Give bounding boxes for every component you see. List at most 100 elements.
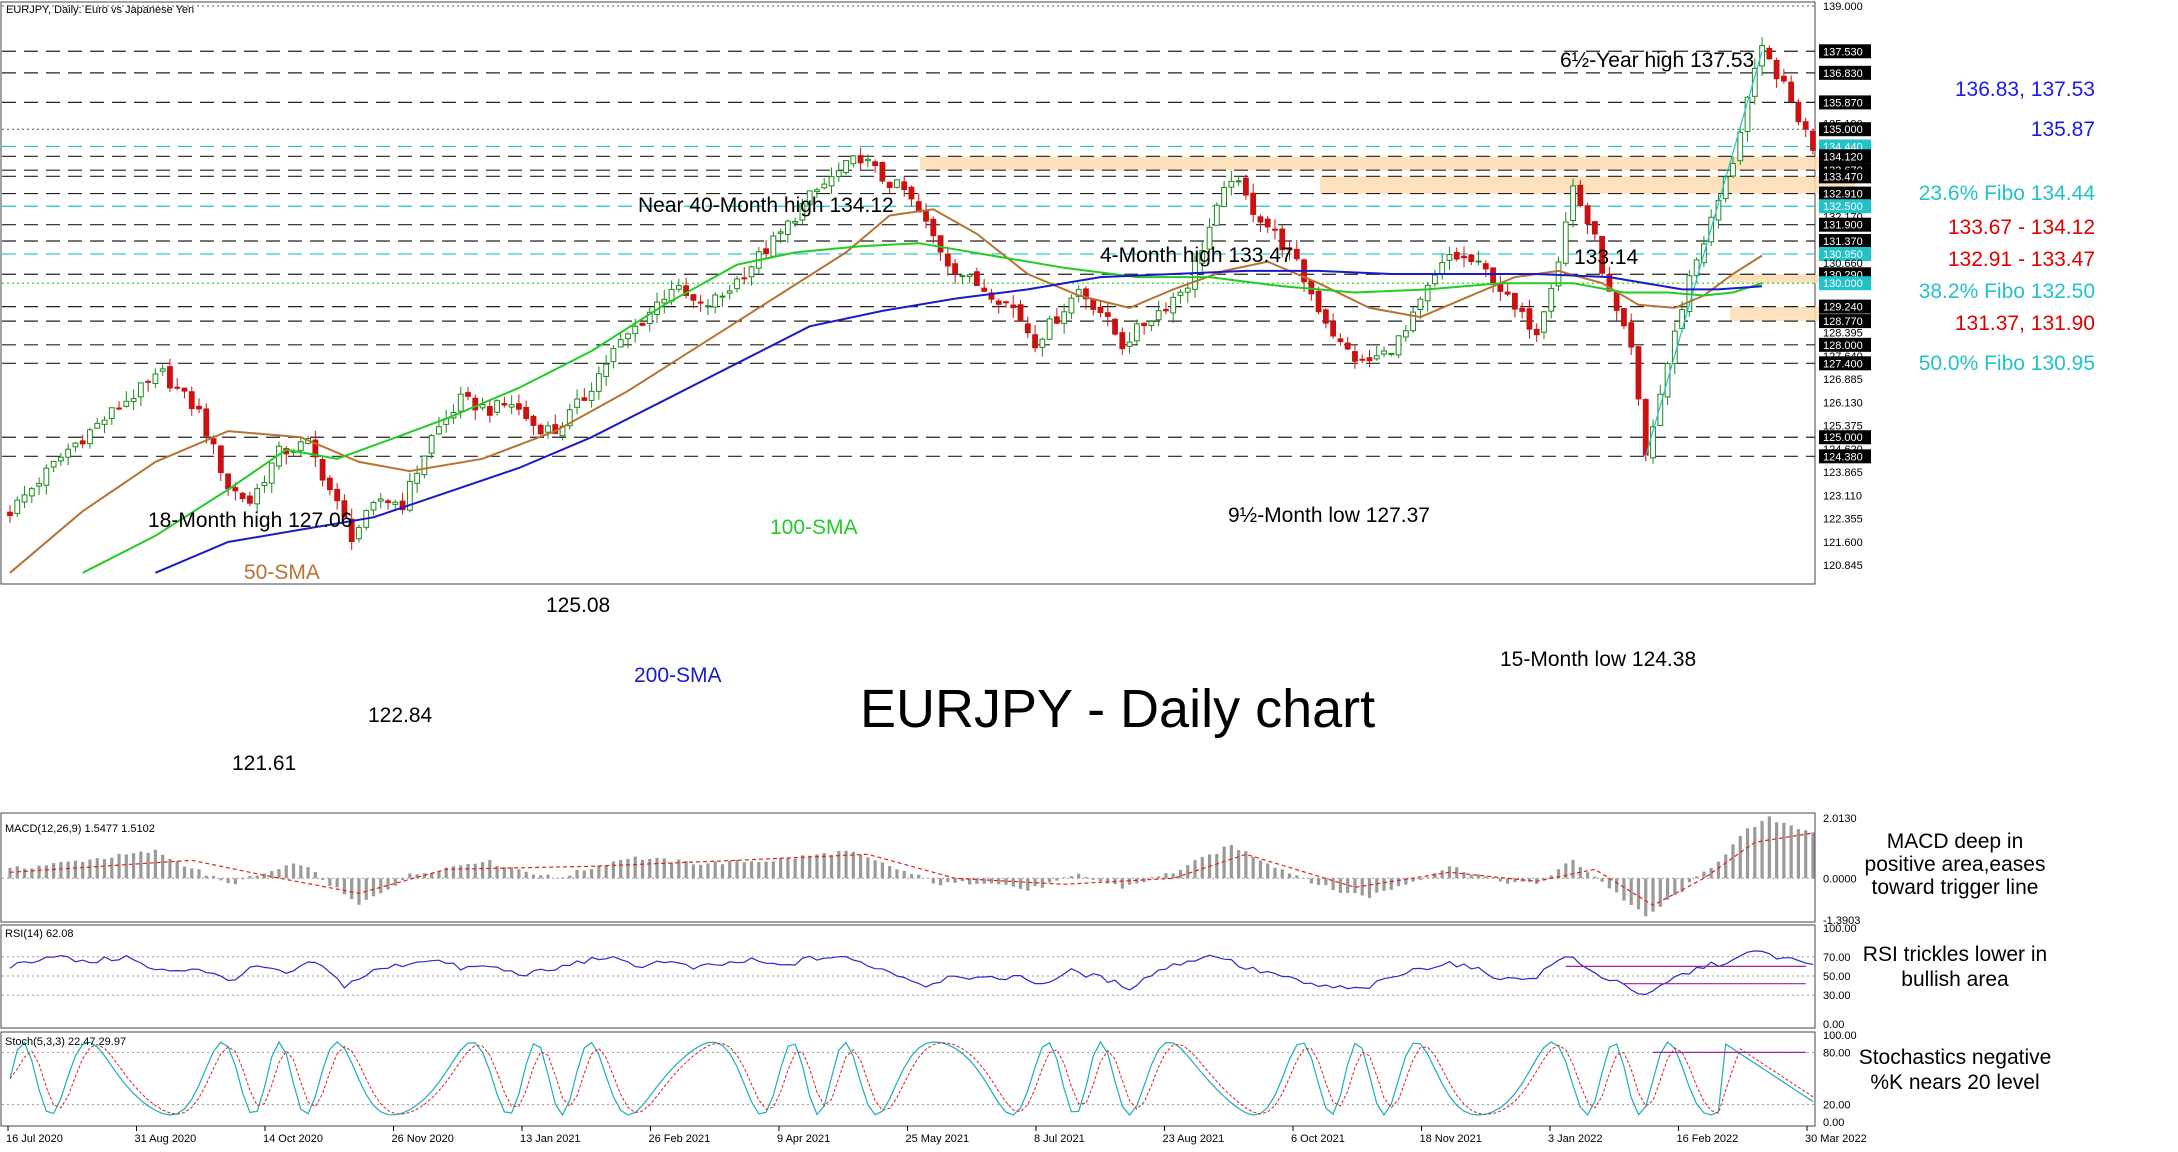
macd-histogram-bar (81, 862, 84, 878)
macd-histogram-bar (1179, 870, 1182, 878)
candle-body (727, 291, 732, 293)
candle-body (793, 221, 798, 223)
macd-histogram-bar (619, 860, 622, 878)
price-annotation: 133.14 (1574, 246, 1639, 269)
candle-body (967, 275, 972, 277)
macd-histogram-bar (1717, 862, 1720, 879)
macd-histogram-bar (714, 861, 717, 878)
candle-body (1134, 324, 1139, 341)
candle-body (691, 295, 696, 301)
candle-body (902, 182, 907, 190)
x-tick-label: 6 Oct 2021 (1291, 1133, 1345, 1145)
candle-body (1542, 312, 1547, 332)
candle-body (720, 296, 725, 297)
candle-body (1360, 359, 1365, 360)
macd-histogram-bar (1273, 868, 1276, 878)
candle-body (1789, 82, 1794, 101)
candle-body (713, 295, 718, 307)
candle-body (1025, 324, 1030, 333)
candle-body (218, 446, 223, 473)
candle-body (851, 156, 856, 164)
macd-histogram-bar (37, 866, 40, 879)
macd-histogram-bar (983, 878, 986, 883)
macd-histogram-bar (1361, 878, 1364, 895)
candle-body (960, 276, 965, 277)
x-tick-label: 16 Feb 2022 (1677, 1133, 1739, 1145)
candle-body (880, 162, 885, 181)
candle-body (1098, 307, 1103, 312)
macd-histogram-bar (1288, 874, 1291, 879)
macd-histogram-bar (1063, 877, 1066, 878)
macd-histogram-bar (743, 862, 746, 878)
macd-histogram-bar (408, 874, 411, 879)
macd-histogram-bar (1688, 878, 1691, 882)
macd-histogram-bar (416, 874, 419, 878)
candle-body (1178, 292, 1183, 295)
macd-histogram-bar (1215, 854, 1218, 878)
macd-histogram-bar (1310, 878, 1313, 883)
candle-body (1483, 264, 1488, 269)
candle-body (66, 449, 71, 457)
candle-body (1149, 321, 1154, 325)
candle-body (1723, 177, 1728, 199)
macd-histogram-bar (350, 878, 353, 899)
candle-body (1571, 186, 1576, 221)
candle-body (640, 323, 645, 325)
candle-body (240, 493, 245, 498)
macd-histogram-bar (932, 878, 935, 883)
candle-body (1731, 163, 1736, 176)
macd-histogram-bar (1070, 876, 1073, 878)
candle-body (676, 286, 681, 290)
chart-title: EURJPY - Daily chart (860, 679, 1375, 739)
candle-body (1222, 188, 1227, 207)
stoch-scale-label: 20.00 (1823, 1100, 1851, 1112)
macd-histogram-bar (692, 864, 695, 878)
macd-histogram-bar (1230, 845, 1233, 878)
x-tick-label: 23 Aug 2021 (1163, 1133, 1225, 1145)
panel-frame (1, 2, 1815, 584)
candle-body (596, 374, 601, 392)
stoch-annotation-box: Stochastics negative %K nears 20 level (1850, 1045, 2060, 1105)
macd-histogram-bar (103, 859, 106, 878)
macd-histogram-bar (590, 869, 593, 878)
candle-body (1803, 122, 1808, 129)
stoch-scale-label: 100.00 (1823, 1030, 1857, 1042)
price-scale-label: 126.130 (1823, 397, 1863, 409)
macd-histogram-bar (1390, 878, 1393, 890)
macd-histogram-bar (685, 861, 688, 878)
candle-body (58, 457, 63, 461)
macd-histogram-bar (321, 878, 324, 880)
candle-body (604, 364, 609, 376)
candle-body (495, 401, 500, 413)
macd-histogram-bar (1790, 825, 1793, 878)
candle-body (1069, 298, 1074, 313)
macd-histogram-bar (605, 866, 608, 879)
macd-histogram-bar (612, 861, 615, 878)
macd-histogram-bar (1252, 857, 1255, 878)
macd-histogram-bar (343, 878, 346, 894)
candle-body (146, 381, 151, 382)
candle-body (88, 430, 93, 444)
price-annotation: 133.67 - 134.12 (1948, 216, 2095, 239)
macd-histogram-bar (1695, 876, 1698, 878)
macd-histogram-bar (292, 864, 295, 879)
macd-histogram-bar (1201, 857, 1204, 878)
candle-body (626, 334, 631, 339)
stoch-d-line (10, 1043, 1813, 1115)
macd-histogram-bar (1368, 878, 1371, 898)
candle-body (1469, 255, 1474, 262)
candle-body (1309, 281, 1314, 294)
macd-histogram-bar (903, 871, 906, 878)
candle-body (458, 394, 463, 411)
candle-body (1142, 323, 1147, 325)
candle-body (175, 387, 180, 388)
macd-histogram-bar (1470, 875, 1473, 879)
candle-body (1214, 205, 1219, 225)
panel-frame (1, 1032, 1815, 1126)
candle-body (575, 399, 580, 407)
macd-histogram-bar (88, 860, 91, 879)
macd-histogram-bar (1077, 874, 1080, 879)
x-tick-label: 16 Jul 2020 (6, 1133, 63, 1145)
